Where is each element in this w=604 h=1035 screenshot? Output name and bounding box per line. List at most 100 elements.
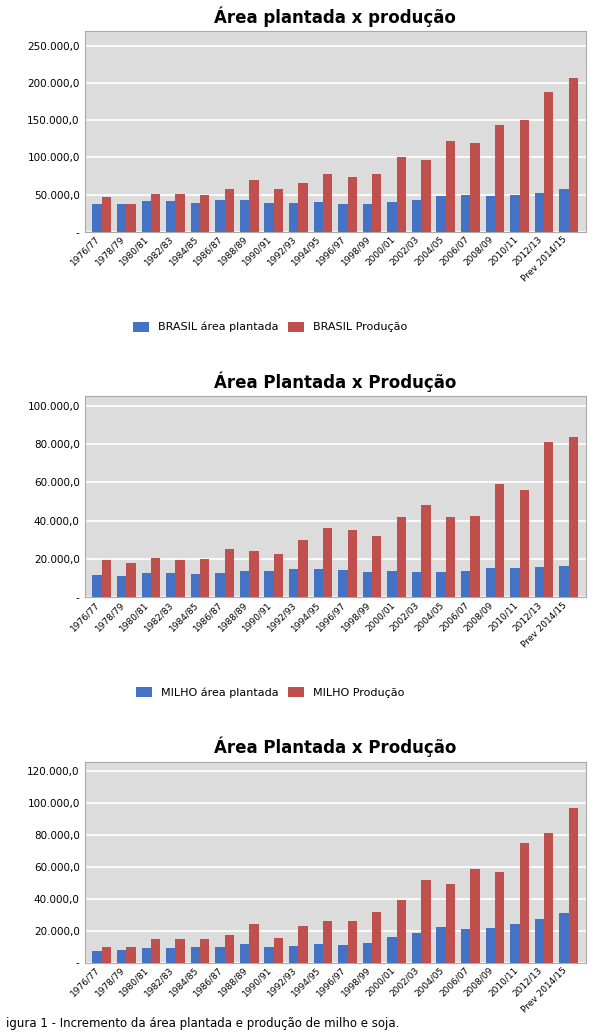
Bar bbox=[225, 550, 234, 597]
Title: Área Plantada x Produção: Área Plantada x Produção bbox=[214, 737, 457, 758]
Bar bbox=[495, 125, 504, 232]
Bar bbox=[338, 204, 347, 232]
Bar bbox=[323, 174, 332, 232]
Bar bbox=[387, 937, 397, 963]
Bar bbox=[323, 921, 332, 963]
Bar bbox=[265, 947, 274, 963]
Bar bbox=[347, 530, 357, 597]
Bar bbox=[569, 78, 578, 232]
Bar bbox=[101, 560, 111, 597]
Bar bbox=[166, 573, 176, 597]
Bar bbox=[215, 947, 225, 963]
Bar bbox=[535, 919, 544, 963]
Bar bbox=[471, 868, 480, 963]
Bar bbox=[323, 528, 332, 597]
Bar bbox=[191, 947, 200, 963]
Bar bbox=[141, 201, 151, 232]
Bar bbox=[313, 944, 323, 963]
Bar bbox=[471, 515, 480, 597]
Bar bbox=[200, 195, 210, 232]
Bar bbox=[544, 833, 553, 963]
Bar bbox=[240, 944, 249, 963]
Bar bbox=[338, 570, 347, 597]
Bar bbox=[298, 540, 307, 597]
Bar bbox=[191, 203, 200, 232]
Bar bbox=[126, 563, 136, 597]
Bar bbox=[265, 571, 274, 597]
Bar bbox=[544, 92, 553, 232]
Bar bbox=[446, 884, 455, 963]
Bar bbox=[313, 203, 323, 232]
Bar bbox=[363, 204, 372, 232]
Bar bbox=[372, 536, 381, 597]
Bar bbox=[176, 940, 185, 963]
Bar bbox=[412, 572, 421, 597]
Bar bbox=[200, 559, 210, 597]
Bar bbox=[92, 951, 101, 963]
Bar bbox=[535, 566, 544, 597]
Bar bbox=[495, 484, 504, 597]
Bar bbox=[519, 844, 529, 963]
Bar bbox=[298, 926, 307, 963]
Bar bbox=[240, 200, 249, 232]
Bar bbox=[519, 491, 529, 597]
Bar bbox=[421, 880, 431, 963]
Bar bbox=[446, 516, 455, 597]
Bar bbox=[265, 203, 274, 232]
Bar bbox=[559, 189, 569, 232]
Bar bbox=[347, 177, 357, 232]
Bar bbox=[126, 947, 136, 963]
Bar bbox=[249, 924, 259, 963]
Legend: BRASIL área plantada, BRASIL Produção: BRASIL área plantada, BRASIL Produção bbox=[133, 322, 408, 332]
Bar bbox=[446, 141, 455, 232]
Bar bbox=[461, 929, 471, 963]
Bar bbox=[191, 574, 200, 597]
Bar bbox=[225, 936, 234, 963]
Bar bbox=[117, 576, 126, 597]
Bar bbox=[298, 183, 307, 232]
Bar bbox=[397, 516, 406, 597]
Bar bbox=[117, 204, 126, 232]
Bar bbox=[461, 196, 471, 232]
Bar bbox=[535, 194, 544, 232]
Bar bbox=[363, 944, 372, 963]
Bar bbox=[225, 189, 234, 232]
Bar bbox=[215, 573, 225, 597]
Bar bbox=[569, 437, 578, 597]
Bar bbox=[176, 194, 185, 232]
Bar bbox=[569, 808, 578, 963]
Bar bbox=[421, 159, 431, 232]
Bar bbox=[151, 939, 160, 963]
Bar bbox=[126, 204, 136, 232]
Bar bbox=[510, 195, 519, 232]
Bar bbox=[176, 560, 185, 597]
Bar bbox=[101, 947, 111, 963]
Bar bbox=[274, 554, 283, 597]
Bar bbox=[412, 934, 421, 963]
Bar bbox=[437, 196, 446, 232]
Bar bbox=[486, 196, 495, 232]
Bar bbox=[289, 203, 298, 232]
Bar bbox=[461, 571, 471, 597]
Bar bbox=[412, 200, 421, 232]
Bar bbox=[289, 946, 298, 963]
Bar bbox=[559, 913, 569, 963]
Bar bbox=[437, 572, 446, 597]
Bar bbox=[486, 568, 495, 597]
Bar bbox=[240, 571, 249, 597]
Bar bbox=[495, 871, 504, 963]
Bar bbox=[387, 571, 397, 597]
Bar bbox=[215, 200, 225, 232]
Legend: MILHO área plantada, MILHO Produção: MILHO área plantada, MILHO Produção bbox=[135, 687, 405, 698]
Bar bbox=[559, 566, 569, 597]
Title: Área plantada x produção: Área plantada x produção bbox=[214, 6, 456, 27]
Bar bbox=[486, 928, 495, 963]
Bar bbox=[510, 924, 519, 963]
Bar bbox=[200, 939, 210, 963]
Bar bbox=[387, 203, 397, 232]
Bar bbox=[313, 569, 323, 597]
Bar bbox=[347, 921, 357, 963]
Bar bbox=[101, 197, 111, 232]
Bar bbox=[151, 194, 160, 232]
Bar bbox=[437, 927, 446, 963]
